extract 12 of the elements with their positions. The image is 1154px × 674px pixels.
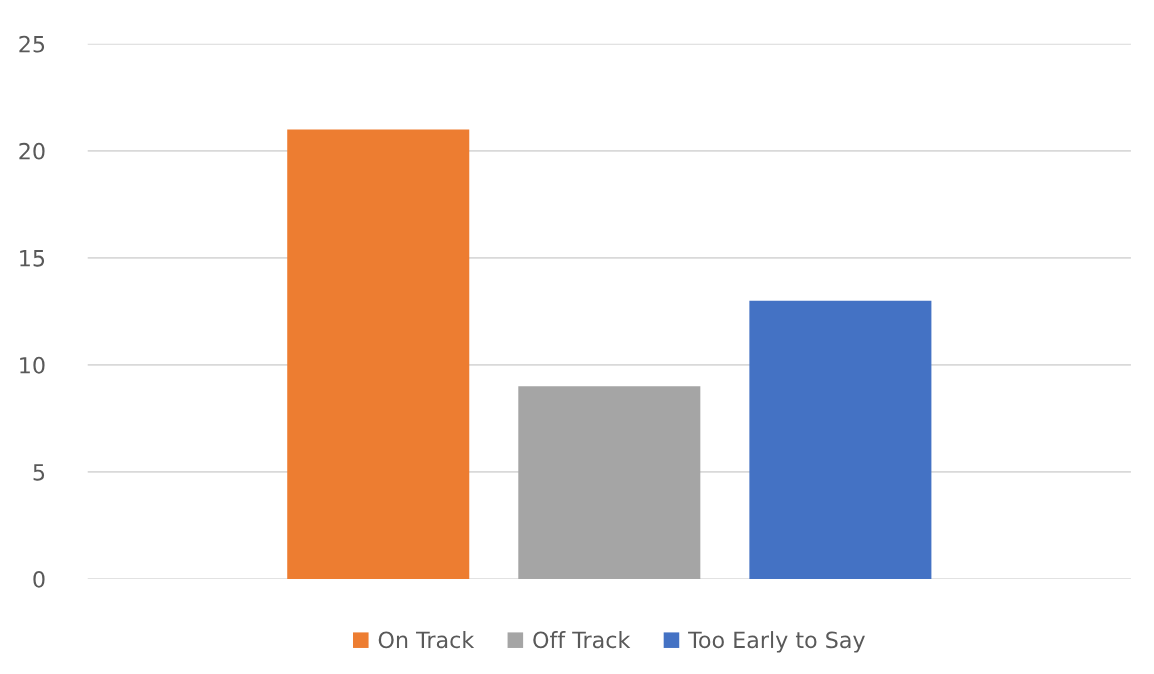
bar: [287, 129, 470, 579]
y-tick-label: 25: [19, 35, 45, 53]
y-tick-label: 20: [19, 142, 45, 160]
y-tick-label: 0: [33, 570, 45, 588]
bar: [749, 300, 932, 579]
y-tick-label: 15: [20, 250, 45, 267]
bar: [518, 386, 701, 579]
legend-label: Off Track: [533, 631, 631, 649]
legend-label: On Track: [378, 631, 475, 649]
y-tick-label: 5: [33, 464, 45, 481]
y-tick-label: 10: [20, 356, 45, 374]
legend-label: Too Early to Say: [688, 631, 865, 653]
